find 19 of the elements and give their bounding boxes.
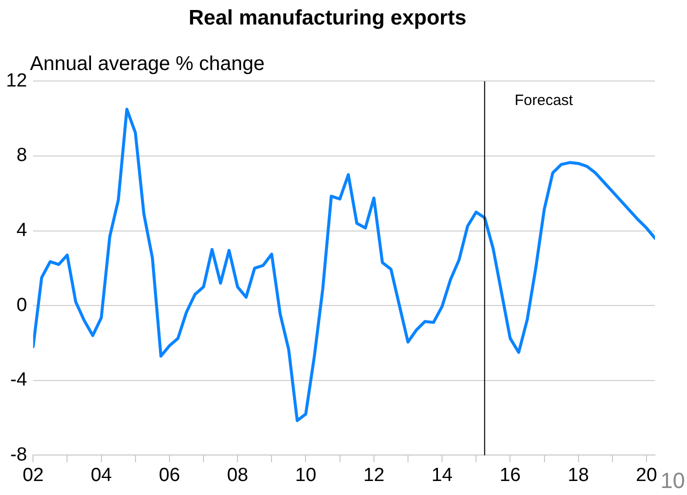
x-tick-label: 08 — [227, 464, 248, 486]
y-tick-label: -8 — [10, 444, 28, 466]
ref-line-label: Forecast — [514, 92, 574, 109]
y-tick-label: 8 — [16, 145, 28, 166]
x-tick-label: 06 — [158, 464, 180, 486]
y-tick-label: 4 — [16, 220, 28, 242]
y-tick-label: 12 — [6, 70, 28, 92]
chart-title: Real manufacturing exports — [188, 6, 466, 30]
x-tick-label: 10 — [295, 464, 316, 486]
x-tick-label: 16 — [500, 464, 521, 486]
x-tick-label: 14 — [431, 464, 454, 486]
x-tick-label: 20 — [636, 464, 658, 486]
y-tick-label: -4 — [10, 370, 28, 391]
y-axis-title: Annual average % change — [30, 53, 265, 75]
x-tick-label: 12 — [363, 464, 384, 486]
x-tick-label: 02 — [22, 464, 44, 486]
x-tick-label: 04 — [90, 464, 112, 486]
x-tick-label: 18 — [568, 464, 589, 486]
y-tick-label: 0 — [16, 294, 28, 316]
